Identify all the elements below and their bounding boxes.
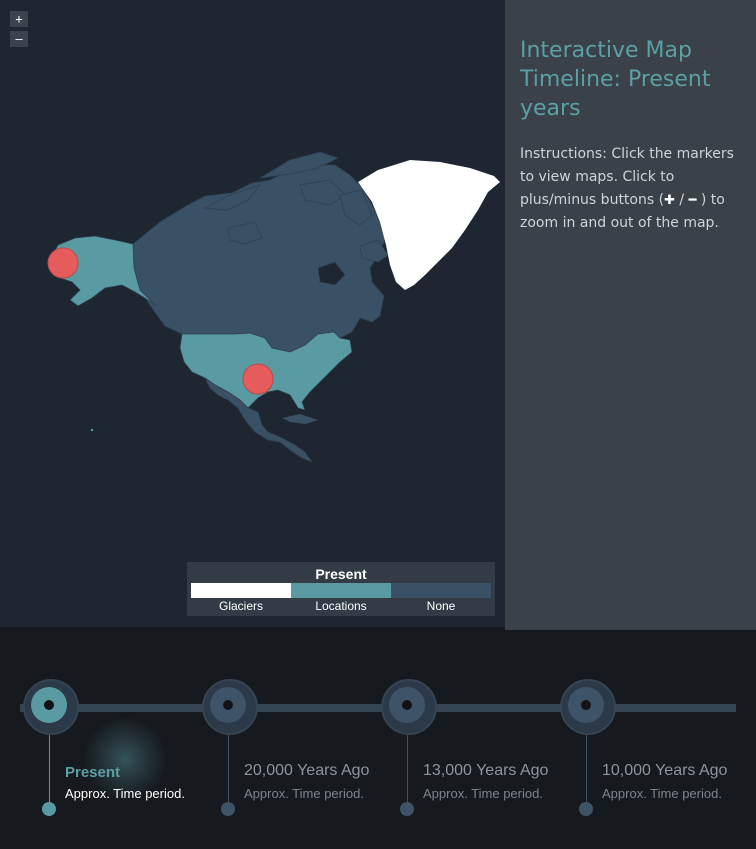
legend-swatches <box>191 583 491 598</box>
texas-marker[interactable] <box>242 363 274 395</box>
node-dot <box>44 700 54 710</box>
timeline-label[interactable]: Present <box>65 764 121 781</box>
timeline-stem <box>586 735 587 805</box>
node-dot <box>581 700 591 710</box>
panel-instructions: Instructions: Click the markers to view … <box>520 143 750 235</box>
timeline-label[interactable]: 10,000 Years Ago <box>602 762 728 779</box>
greenland-glacier-region <box>358 160 500 290</box>
timeline-stem <box>407 735 408 805</box>
timeline-node-present[interactable] <box>23 679 79 735</box>
timeline-sublabel: Approx. Time period. <box>65 786 185 801</box>
timeline-endpoint <box>579 802 593 816</box>
timeline-stem <box>49 735 50 805</box>
timeline-sublabel: Approx. Time period. <box>602 786 722 801</box>
legend-label-locations: Locations <box>315 599 367 613</box>
timeline-sublabel: Approx. Time period. <box>423 786 543 801</box>
info-panel: Interactive Map Timeline: Present years … <box>505 0 756 630</box>
instructions-separator: / <box>674 192 689 208</box>
instructions-text-1: Instructions: Click the markers to view … <box>520 146 734 208</box>
timeline-node-10000[interactable] <box>560 679 616 735</box>
legend-title: Present <box>315 566 367 582</box>
instructions-text-2: ) to zoom in and out of the map. <box>520 192 725 231</box>
zoom-in-button[interactable]: + <box>10 11 28 27</box>
timeline-endpoint <box>221 802 235 816</box>
timeline-stem <box>228 735 229 805</box>
node-dot <box>223 700 233 710</box>
node-dot <box>402 700 412 710</box>
timeline-label[interactable]: 20,000 Years Ago <box>244 762 370 779</box>
timeline-node-13000[interactable] <box>381 679 437 735</box>
mexico-region <box>204 377 314 463</box>
legend-swatch-locations <box>291 583 391 598</box>
legend-labels: Glaciers Locations None <box>191 599 491 613</box>
zoom-out-button[interactable]: – <box>10 31 28 47</box>
plus-icon: ✚ <box>664 193 675 208</box>
timeline-track <box>20 704 736 712</box>
panel-title: Interactive Map Timeline: Present years <box>520 38 711 121</box>
alaska-region <box>49 235 156 307</box>
timeline-label[interactable]: 13,000 Years Ago <box>423 762 549 779</box>
legend-swatch-none <box>391 583 491 598</box>
map-legend: Present Glaciers Locations None <box>187 562 495 616</box>
alaska-marker[interactable] <box>47 247 79 279</box>
timeline-sublabel: Approx. Time period. <box>244 786 364 801</box>
legend-swatch-glaciers <box>191 583 291 598</box>
map-area[interactable]: + – Present Glaciers Locations None <box>0 0 505 627</box>
active-glow <box>82 716 168 802</box>
legend-label-none: None <box>426 599 456 613</box>
caribbean-region <box>282 414 318 424</box>
timeline-endpoint <box>400 802 414 816</box>
north-america-map <box>47 151 500 463</box>
legend-label-glaciers: Glaciers <box>218 599 263 613</box>
timeline-endpoint <box>42 802 56 816</box>
canada-region <box>132 151 389 353</box>
timeline: Present Approx. Time period. 20,000 Year… <box>0 630 756 849</box>
minus-icon: ━ <box>688 193 697 208</box>
timeline-node-20000[interactable] <box>202 679 258 735</box>
